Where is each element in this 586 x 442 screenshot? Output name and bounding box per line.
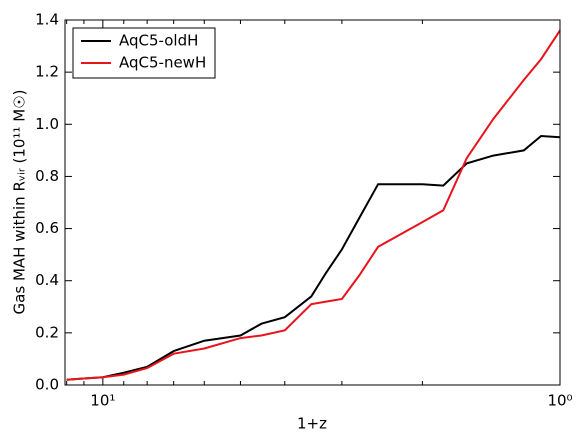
series-line [66, 134, 561, 381]
y-tick-label: 0.4 [35, 271, 59, 289]
x-tick-label: 10¹ [90, 392, 115, 410]
legend-label: AqC5-newH [119, 54, 206, 72]
y-tick-label: 0.6 [35, 219, 59, 237]
series-line [66, 29, 561, 381]
legend-label: AqC5-oldH [119, 32, 198, 50]
y-tick-label: 1.0 [35, 115, 59, 133]
legend-box [72, 27, 216, 79]
plot-frame [64, 19, 561, 386]
y-axis-label: Gas MAH within Rᵥᵢᵣ (10¹¹ M☉) [11, 90, 29, 315]
y-tick-label: 1.2 [35, 63, 59, 81]
x-tick-label: 10⁰ [547, 392, 572, 410]
y-tick-label: 1.4 [35, 11, 59, 29]
x-axis-label: 1+z [297, 415, 327, 433]
y-tick-label: 0.8 [35, 167, 59, 185]
y-tick-label: 0.2 [35, 323, 59, 341]
y-tick-label: 0.0 [35, 376, 59, 394]
